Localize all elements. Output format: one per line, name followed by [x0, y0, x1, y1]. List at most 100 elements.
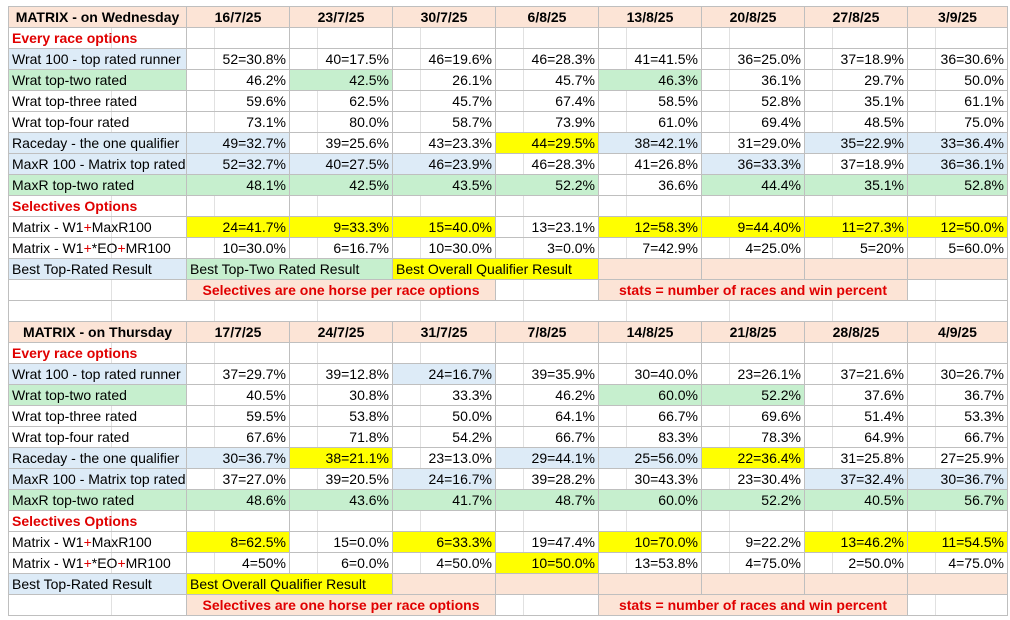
cell[interactable]: 12=58.3% [598, 216, 702, 238]
cell[interactable]: 4=50.0% [392, 552, 496, 574]
thu-date[interactable]: 24/7/25 [289, 321, 393, 343]
cell[interactable] [8, 594, 187, 616]
wed-date[interactable]: 6/8/25 [495, 6, 599, 28]
cell[interactable]: 15=0.0% [289, 531, 393, 553]
cell[interactable] [804, 342, 908, 364]
section-label[interactable]: Every race options [8, 27, 187, 49]
cell[interactable] [392, 195, 496, 217]
thu-date[interactable]: 17/7/25 [186, 321, 290, 343]
cell[interactable] [804, 195, 908, 217]
cell[interactable]: 59.5% [186, 405, 290, 427]
cell[interactable] [701, 573, 805, 595]
cell[interactable]: 3=0.0% [495, 237, 599, 259]
cell[interactable]: 44.4% [701, 174, 805, 196]
cell[interactable]: 30=36.7% [186, 447, 290, 469]
cell[interactable]: 23=26.1% [701, 363, 805, 385]
cell[interactable]: 25=56.0% [598, 447, 702, 469]
cell[interactable]: 52.8% [907, 174, 1008, 196]
cell[interactable] [701, 27, 805, 49]
cell[interactable]: 31=25.8% [804, 447, 908, 469]
cell[interactable]: 37=29.7% [186, 363, 290, 385]
cell[interactable]: 52.2% [701, 489, 805, 511]
cell[interactable]: 53.8% [289, 405, 393, 427]
wed-date[interactable]: 23/7/25 [289, 6, 393, 28]
cell[interactable]: 67.6% [186, 426, 290, 448]
cell[interactable] [701, 195, 805, 217]
row-label[interactable]: Wrat top-three rated [8, 405, 187, 427]
cell[interactable]: 60.0% [598, 489, 702, 511]
cell[interactable]: 73.1% [186, 111, 290, 133]
cell[interactable]: 11=54.5% [907, 531, 1008, 553]
cell[interactable]: 35.1% [804, 174, 908, 196]
cell[interactable] [495, 342, 599, 364]
cell[interactable] [186, 27, 290, 49]
cell[interactable] [701, 510, 805, 532]
cell[interactable] [8, 279, 187, 301]
cell[interactable]: 48.1% [186, 174, 290, 196]
cell[interactable]: 42.5% [289, 69, 393, 91]
cell[interactable]: 36=30.6% [907, 48, 1008, 70]
cell[interactable]: 8=62.5% [186, 531, 290, 553]
cell[interactable] [392, 573, 496, 595]
thu-date[interactable]: 21/8/25 [701, 321, 805, 343]
cell[interactable]: 43.6% [289, 489, 393, 511]
cell[interactable]: 50.0% [392, 405, 496, 427]
thu-date[interactable]: 28/8/25 [804, 321, 908, 343]
legend-best-overall-qualifier[interactable]: Best Overall Qualifier Result [186, 573, 393, 595]
wed-date[interactable]: 3/9/25 [907, 6, 1008, 28]
cell[interactable]: 22=36.4% [701, 447, 805, 469]
cell[interactable] [495, 594, 599, 616]
row-label[interactable]: Wrat top-four rated [8, 111, 187, 133]
cell[interactable] [804, 258, 908, 280]
row-label[interactable]: Wrat 100 - top rated runner [8, 363, 187, 385]
cell[interactable] [598, 195, 702, 217]
cell[interactable]: 5=20% [804, 237, 908, 259]
row-label[interactable]: Matrix - W1+*EO+MR100 [8, 237, 187, 259]
cell[interactable]: 52.8% [701, 90, 805, 112]
cell[interactable]: 46.3% [598, 69, 702, 91]
cell[interactable] [907, 510, 1008, 532]
cell[interactable]: 75.0% [907, 111, 1008, 133]
cell[interactable]: 30.8% [289, 384, 393, 406]
row-label[interactable]: Wrat 100 - top rated runner [8, 48, 187, 70]
cell[interactable]: 36=36.1% [907, 153, 1008, 175]
cell[interactable]: 36.6% [598, 174, 702, 196]
cell[interactable]: 27=25.9% [907, 447, 1008, 469]
cell[interactable] [495, 279, 599, 301]
cell[interactable]: 45.7% [495, 69, 599, 91]
row-label[interactable]: MaxR 100 - Matrix top rated [8, 468, 187, 490]
cell[interactable]: 38=21.1% [289, 447, 393, 469]
cell[interactable]: 36.7% [907, 384, 1008, 406]
cell[interactable]: 39=25.6% [289, 132, 393, 154]
cell[interactable] [495, 27, 599, 49]
cell[interactable]: 23=30.4% [701, 468, 805, 490]
wed-date[interactable]: 13/8/25 [598, 6, 702, 28]
cell[interactable]: 10=70.0% [598, 531, 702, 553]
row-label[interactable]: MaxR 100 - Matrix top rated [8, 153, 187, 175]
thu-date[interactable]: 14/8/25 [598, 321, 702, 343]
cell[interactable]: 58.7% [392, 111, 496, 133]
cell[interactable]: 43=23.3% [392, 132, 496, 154]
cell[interactable]: 59.6% [186, 90, 290, 112]
cell[interactable]: 53.3% [907, 405, 1008, 427]
cell[interactable] [186, 342, 290, 364]
row-label[interactable]: Wrat top-two rated [8, 384, 187, 406]
cell[interactable]: 49=32.7% [186, 132, 290, 154]
cell[interactable]: 54.2% [392, 426, 496, 448]
cell[interactable] [804, 510, 908, 532]
cell[interactable]: 24=41.7% [186, 216, 290, 238]
cell[interactable]: 46.2% [186, 69, 290, 91]
cell[interactable]: 4=25.0% [701, 237, 805, 259]
cell[interactable]: 44=29.5% [495, 132, 599, 154]
cell[interactable]: 52.2% [701, 384, 805, 406]
cell[interactable]: 36.1% [701, 69, 805, 91]
cell[interactable] [289, 510, 393, 532]
wed-date[interactable]: 20/8/25 [701, 6, 805, 28]
cell[interactable]: 9=44.40% [701, 216, 805, 238]
cell[interactable]: 71.8% [289, 426, 393, 448]
cell[interactable]: 46=19.6% [392, 48, 496, 70]
cell[interactable]: 52=30.8% [186, 48, 290, 70]
cell[interactable]: 41=26.8% [598, 153, 702, 175]
row-label[interactable]: Wrat top-three rated [8, 90, 187, 112]
cell[interactable]: 19=47.4% [495, 531, 599, 553]
